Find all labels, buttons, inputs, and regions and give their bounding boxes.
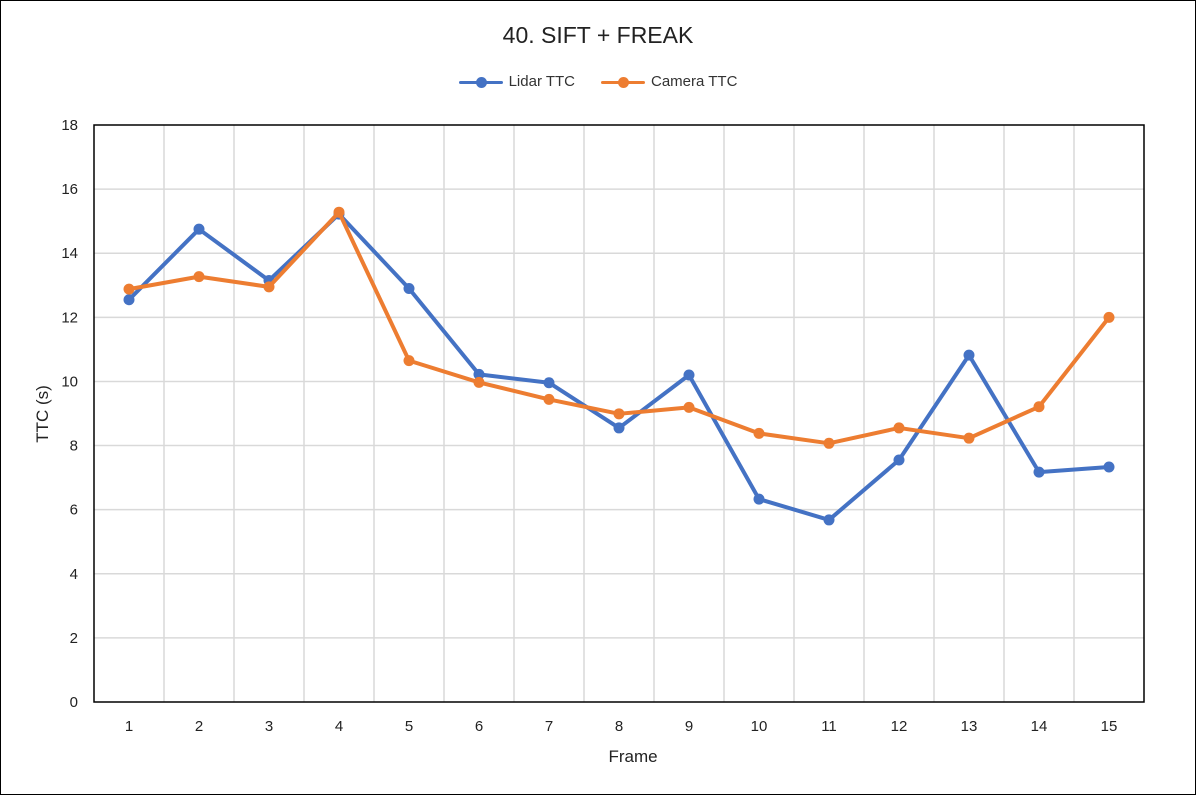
data-point-lidar [543,377,555,389]
y-tick-label: 18 [61,117,78,134]
legend-label-lidar: Lidar TTC [508,73,575,90]
x-tick-label: 6 [475,718,483,735]
data-point-camera [333,206,345,218]
data-point-camera [893,422,905,434]
data-point-lidar [473,368,485,380]
x-tick-label: 3 [265,718,273,735]
data-point-camera [473,376,485,388]
series-lidar [123,208,1115,526]
data-point-lidar [963,349,975,361]
series-line-lidar [127,212,1111,522]
legend: Lidar TTC Camera TTC [0,73,1196,90]
data-point-camera [963,432,975,444]
data-point-camera [753,427,765,439]
y-tick-label: 14 [61,245,78,262]
x-tick-label: 15 [1101,718,1118,735]
data-point-lidar [753,493,765,505]
data-point-lidar [123,294,135,306]
x-tick-label: 13 [961,718,978,735]
legend-marker-camera [601,75,645,89]
x-tick-label: 2 [195,718,203,735]
data-point-lidar [823,514,835,526]
data-point-camera [403,355,415,367]
data-point-lidar [893,454,905,466]
x-tick-label: 11 [821,718,837,735]
data-point-camera [123,283,135,295]
plot-area-border [93,124,1145,703]
data-point-camera [613,408,625,420]
y-tick-label: 6 [70,502,78,519]
x-tick-label: 5 [405,718,413,735]
data-point-camera [543,393,555,405]
legend-item-lidar: Lidar TTC [458,73,575,90]
y-tick-label: 2 [70,630,78,647]
data-point-camera [823,437,835,449]
data-point-camera [193,271,205,283]
x-tick-label: 9 [685,718,693,735]
series-camera [123,206,1115,449]
legend-dot-lidar [475,76,487,88]
data-point-camera [683,401,695,413]
legend-label-camera: Camera TTC [651,73,738,90]
x-axis-ticks: 1 2 3 4 5 6 7 8 9 10 11 12 13 14 15 [125,718,1118,735]
legend-item-camera: Camera TTC [601,73,737,90]
y-axis-ticks: 0 2 4 6 8 10 12 14 16 18 [61,117,78,711]
y-tick-label: 4 [70,566,78,583]
x-tick-label: 1 [125,718,133,735]
x-tick-label: 10 [751,718,768,735]
data-point-lidar [1103,461,1115,473]
y-tick-label: 16 [61,181,78,198]
data-point-lidar [613,422,625,434]
data-point-camera [1103,311,1115,323]
x-axis-label: Frame [608,747,657,766]
x-tick-label: 12 [891,718,908,735]
data-point-lidar [403,282,415,294]
data-point-lidar [1033,466,1045,478]
chart-title: 40. SIFT + FREAK [502,22,694,48]
y-tick-label: 12 [61,309,78,326]
data-point-lidar [193,223,205,235]
grid-layer [94,125,1144,702]
legend-dot-camera [618,76,629,88]
y-axis-label: TTC (s) [33,385,52,443]
data-point-lidar [683,369,695,381]
legend-marker-lidar [458,75,503,89]
y-tick-label: 0 [70,694,78,711]
series-layer [123,206,1115,526]
y-tick-label: 10 [61,373,78,390]
x-tick-label: 8 [615,718,623,735]
y-tick-label: 8 [70,438,78,455]
data-point-camera [263,281,275,293]
x-tick-label: 14 [1031,718,1048,735]
data-point-camera [1033,401,1045,413]
x-tick-label: 7 [545,718,553,735]
x-tick-label: 4 [335,718,343,735]
